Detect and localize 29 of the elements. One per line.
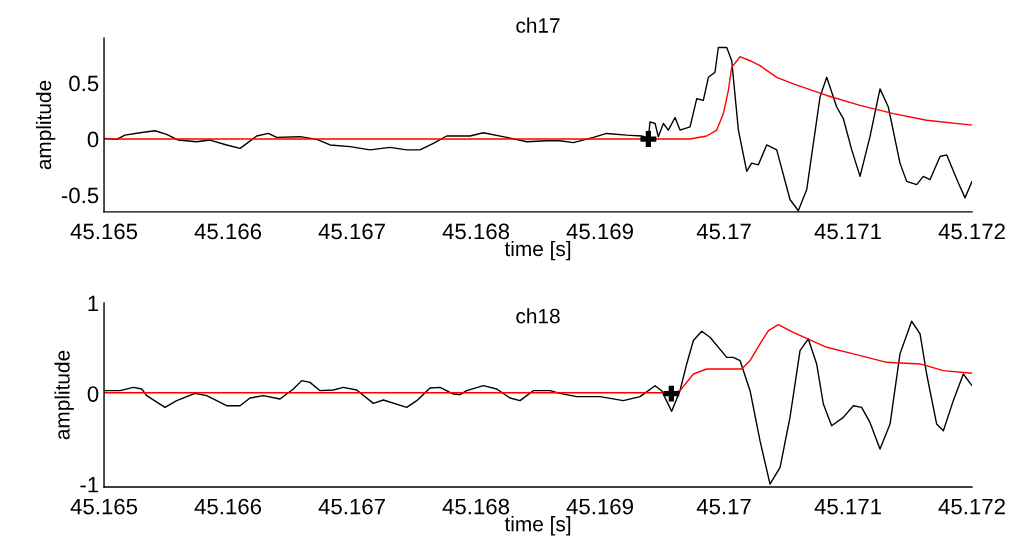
y-tick-label: 1	[88, 295, 99, 312]
x-tick-label: 45.166	[194, 498, 262, 515]
x-tick-label: 45.171	[814, 223, 881, 240]
x-tick-label: 45.168	[442, 223, 510, 240]
x-tick-label: 45.17	[696, 498, 751, 515]
y-axis-title: amplitude	[35, 80, 56, 170]
x-tick-label: 45.165	[70, 223, 138, 240]
y-tick-label: 0	[87, 131, 99, 148]
x-tick-label: 45.167	[318, 223, 385, 240]
x-tick-label: 45.165	[70, 498, 138, 515]
x-axis-title: time [s]	[504, 516, 571, 536]
y-tick-label: 0	[87, 386, 99, 402]
x-axis-title: time [s]	[504, 240, 571, 261]
x-tick-label: 45.171	[814, 498, 881, 515]
chart-title: ch18	[516, 308, 560, 324]
x-tick-label: 45.17	[696, 223, 751, 240]
x-tick-label: 45.169	[566, 223, 633, 240]
y-tick-label: 0.5	[69, 75, 99, 92]
x-tick-label: 45.166	[194, 223, 262, 240]
y-tick-label: -0.5	[61, 187, 99, 204]
x-tick-label: 45.172	[938, 223, 1005, 240]
y-tick-label: -1	[80, 477, 99, 493]
line-series	[104, 56, 973, 140]
chart-title: ch17	[516, 17, 560, 33]
x-tick-label: 45.169	[566, 498, 633, 515]
x-tick-label: 45.172	[938, 498, 1005, 515]
x-tick-label: 45.168	[442, 498, 510, 515]
x-tick-label: 45.167	[318, 498, 385, 515]
y-axis-title: amplitude	[54, 350, 74, 440]
